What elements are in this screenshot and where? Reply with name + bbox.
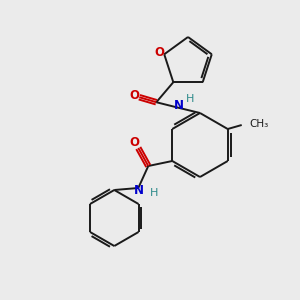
Text: O: O [154,46,164,59]
Text: O: O [129,136,139,148]
Text: N: N [174,99,184,112]
Text: CH₃: CH₃ [250,119,269,129]
Text: O: O [129,89,139,102]
Text: N: N [134,184,144,196]
Text: H: H [186,94,194,104]
Text: H: H [150,188,158,198]
